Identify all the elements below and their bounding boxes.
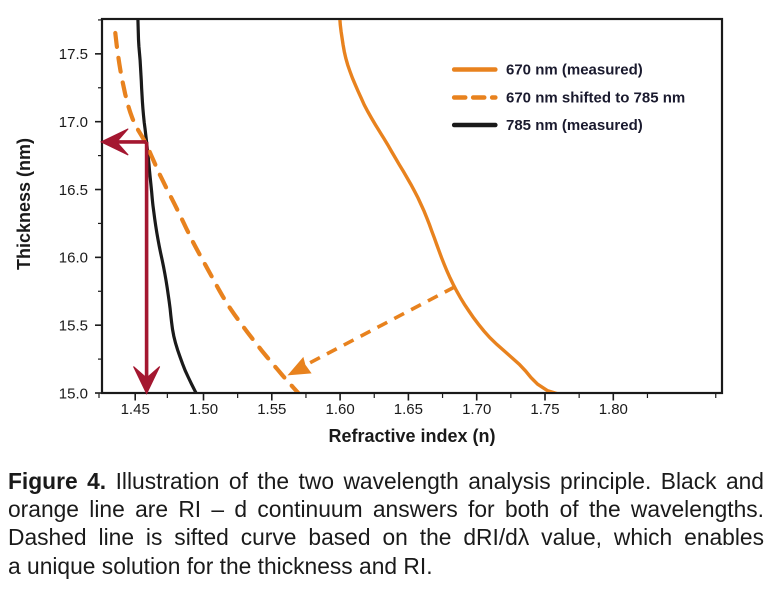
svg-text:17.5: 17.5 (59, 46, 88, 63)
svg-text:16.0: 16.0 (59, 250, 88, 267)
svg-text:1.70: 1.70 (462, 401, 491, 418)
svg-text:670 nm shifted to 785 nm: 670 nm shifted to 785 nm (506, 90, 685, 107)
svg-text:1.60: 1.60 (325, 401, 354, 418)
svg-text:1.80: 1.80 (599, 401, 628, 418)
svg-text:Refractive index (n): Refractive index (n) (328, 426, 495, 446)
svg-text:15.0: 15.0 (59, 385, 88, 402)
svg-text:17.0: 17.0 (59, 114, 88, 131)
svg-text:1.55: 1.55 (257, 401, 286, 418)
svg-text:785 nm (measured): 785 nm (measured) (506, 117, 643, 134)
svg-text:1.50: 1.50 (189, 401, 218, 418)
svg-text:1.65: 1.65 (394, 401, 423, 418)
svg-text:Thickness (nm): Thickness (nm) (14, 138, 34, 270)
svg-text:670 nm (measured): 670 nm (measured) (506, 62, 643, 79)
svg-text:1.45: 1.45 (121, 401, 150, 418)
svg-text:15.5: 15.5 (59, 317, 88, 334)
svg-text:16.5: 16.5 (59, 182, 88, 199)
svg-text:1.75: 1.75 (530, 401, 559, 418)
